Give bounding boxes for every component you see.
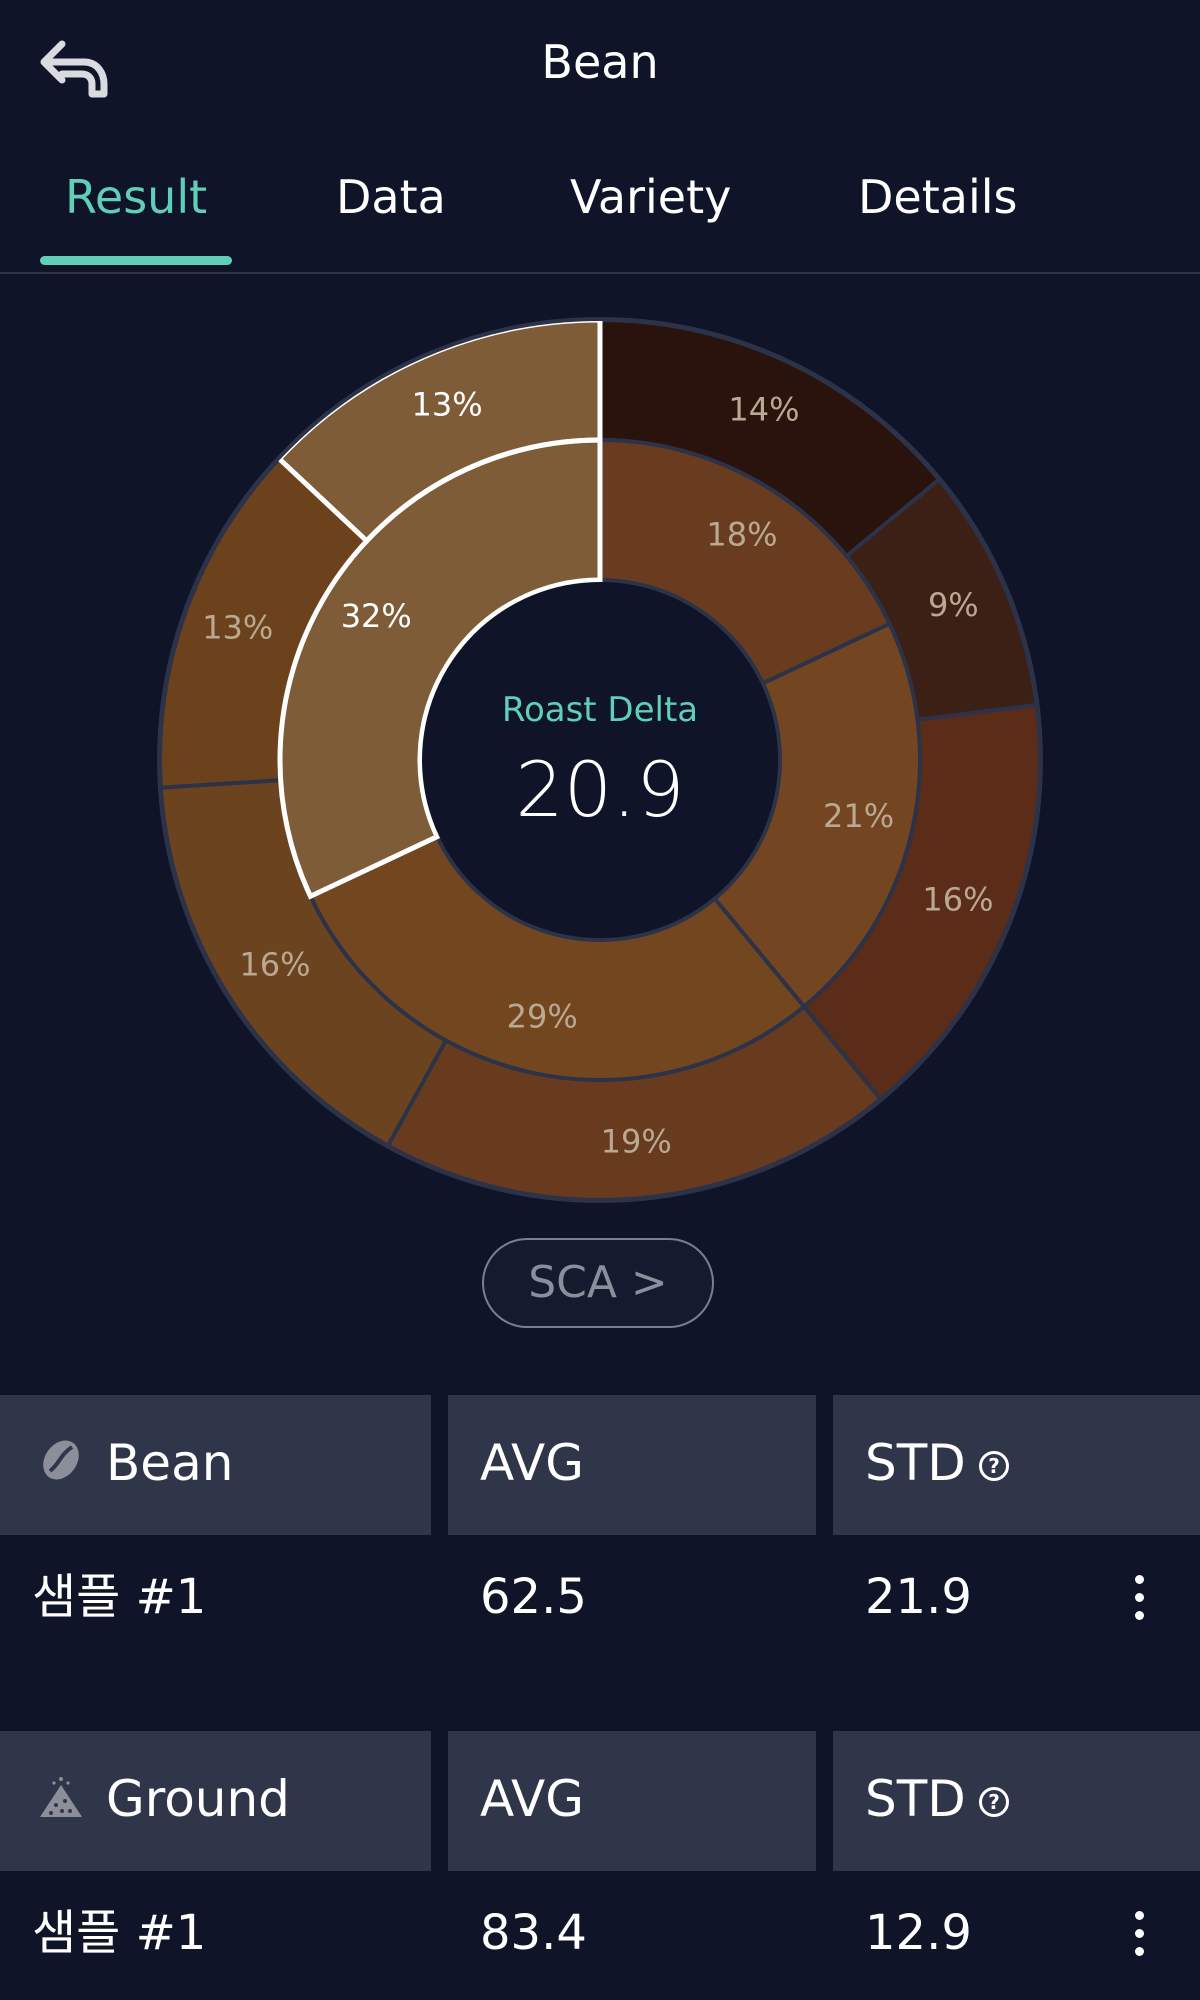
avg-header-label: AVG: [480, 1770, 584, 1828]
inner-segment-label: 29%: [507, 998, 578, 1036]
outer-segment-label: 9%: [928, 586, 979, 624]
coffee-bean-icon: [43, 1440, 79, 1480]
page-title: Bean: [541, 35, 659, 89]
roast-delta-label: Roast Delta: [501, 690, 699, 730]
roast-delta-value: 20.9: [515, 745, 685, 834]
bean-avg-value: 62.5: [480, 1569, 587, 1625]
inner-segment-label: 18%: [706, 515, 777, 553]
top-bar: Bean: [0, 0, 1200, 125]
active-tab-indicator: [40, 256, 232, 265]
bean-avg-header: AVG: [448, 1395, 816, 1535]
ground-header-label: Ground: [106, 1770, 290, 1828]
back-arrow-icon: [40, 40, 108, 98]
bean-std-header: STD ?: [833, 1395, 1200, 1535]
ground-avg-header: AVG: [448, 1731, 816, 1871]
back-button[interactable]: [32, 30, 112, 110]
help-icon[interactable]: ?: [979, 1451, 1009, 1481]
help-icon[interactable]: ?: [979, 1787, 1009, 1817]
avg-header-label: AVG: [480, 1434, 584, 1492]
inner-ring-segment[interactable]: [711, 621, 922, 1010]
outer-segment-label: 13%: [412, 386, 483, 424]
outer-segment-label: 13%: [202, 609, 273, 647]
outer-segment-label: 14%: [728, 391, 799, 429]
tab-details[interactable]: Details: [858, 170, 1018, 224]
inner-segment-label: 21%: [823, 797, 894, 835]
ground-name-header: Ground: [0, 1731, 431, 1871]
bean-sample-name: 샘플 #1: [32, 1569, 207, 1625]
inner-segment-label: 32%: [341, 597, 412, 635]
tab-variety[interactable]: Variety: [570, 170, 732, 224]
bean-std-value: 21.9: [865, 1569, 972, 1625]
ground-sample-name: 샘플 #1: [32, 1905, 207, 1961]
donut-svg: 14% 9% 16% 19% 16% 13% 13% 18% 21% 29% 32%: [157, 317, 1043, 1203]
sca-button[interactable]: SCA >: [482, 1238, 714, 1328]
bean-name-header: Bean: [0, 1395, 431, 1535]
tab-result[interactable]: Result: [65, 170, 208, 224]
ground-coffee-icon: [40, 1777, 82, 1817]
donut-outer-border: [157, 317, 1043, 1203]
ground-avg-value: 83.4: [480, 1905, 587, 1961]
outer-segment-label: 19%: [601, 1122, 672, 1160]
more-options-icon[interactable]: [1120, 1567, 1160, 1627]
outer-segment-label: 16%: [922, 881, 993, 919]
donut-center: [422, 582, 778, 938]
tab-bar: Result Data Variety Details: [0, 150, 1200, 274]
outer-segment-label: 16%: [239, 945, 310, 983]
more-options-icon[interactable]: [1120, 1903, 1160, 1963]
std-header-label: STD: [865, 1770, 966, 1828]
inner-ring-segment[interactable]: [598, 437, 893, 687]
roast-donut-chart: 14% 9% 16% 19% 16% 13% 13% 18% 21% 29% 32% Roast D…: [150, 300, 1050, 1220]
ground-std-value: 12.9: [865, 1905, 972, 1961]
bean-header-label: Bean: [106, 1434, 234, 1492]
tab-data[interactable]: Data: [336, 170, 446, 224]
selected-segment-outline: [277, 437, 603, 900]
std-header-label: STD: [865, 1434, 966, 1492]
ground-std-header: STD ?: [833, 1731, 1200, 1871]
inner-ring-segment[interactable]: [307, 833, 807, 1082]
